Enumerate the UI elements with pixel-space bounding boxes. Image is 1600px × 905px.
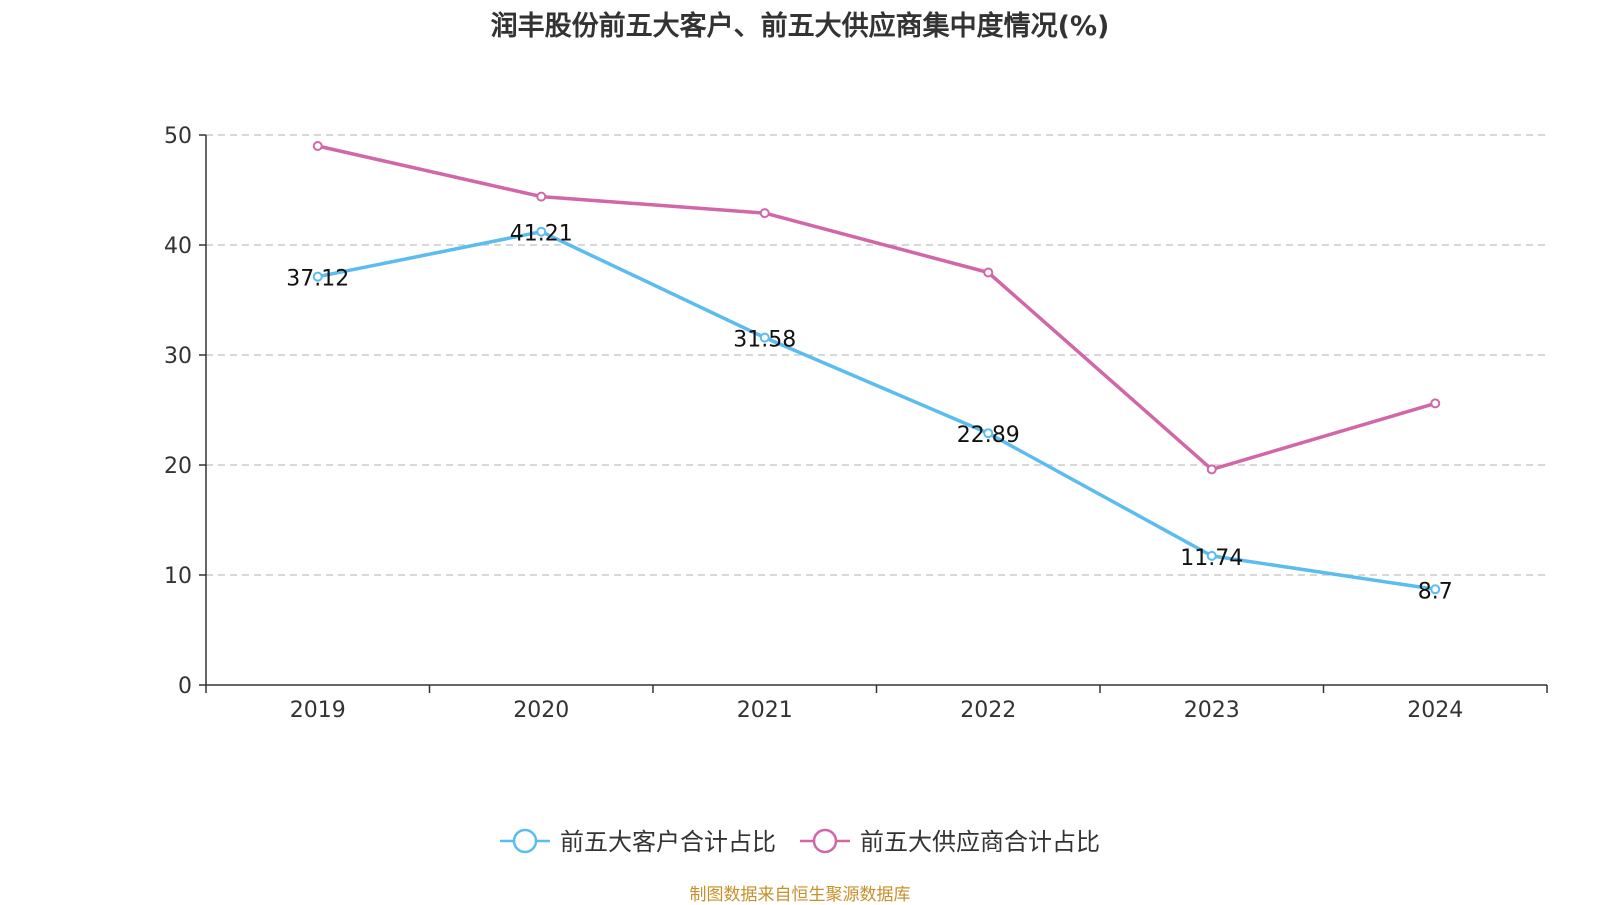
data-label: 8.7 [1418, 579, 1453, 604]
legend-item-1[interactable]: 前五大客户合计占比 [500, 828, 776, 856]
data-labels: 37.12 41.21 31.58 22.89 11.74 8.7 [286, 222, 1452, 605]
grid-lines [206, 134, 1547, 576]
series-line-1 [317, 229, 1436, 592]
data-label: 11.74 [1180, 546, 1243, 571]
legend-label: 前五大供应商合计占比 [860, 828, 1100, 856]
data-label: 22.89 [957, 423, 1020, 448]
data-point [312, 271, 323, 282]
series-line-2 [317, 144, 1436, 472]
y-tick-label: 10 [164, 564, 192, 589]
y-tick-label: 20 [164, 454, 192, 479]
source-note: 制图数据来自恒生聚源数据库 [689, 885, 911, 905]
y-tick-label: 40 [164, 234, 192, 259]
legend-label: 前五大客户合计占比 [560, 828, 776, 856]
x-tick-label: 2022 [960, 698, 1016, 723]
data-label: 31.58 [733, 328, 796, 353]
data-point [312, 141, 323, 151]
legend-item-2[interactable]: 前五大供应商合计占比 [800, 828, 1100, 856]
data-point [536, 226, 547, 237]
x-tick-label: 2019 [290, 698, 346, 723]
data-point [759, 208, 770, 219]
y-tick-label: 30 [164, 344, 192, 369]
legend-symbol-circle [812, 828, 838, 854]
data-point [1206, 550, 1217, 561]
data-point [983, 428, 994, 439]
data-point [759, 332, 770, 343]
x-tick-label: 2024 [1407, 698, 1463, 723]
y-tick-label: 0 [178, 674, 192, 699]
data-label: 37.12 [286, 267, 349, 292]
data-point [1430, 398, 1441, 409]
legend-symbol-circle [512, 828, 538, 854]
data-point [983, 267, 994, 278]
x-tick-label: 2020 [513, 698, 569, 723]
data-point [1206, 464, 1217, 475]
data-point [536, 191, 547, 202]
x-tick-label: 2021 [737, 698, 793, 723]
data-label: 41.21 [510, 222, 573, 247]
axes: 0 10 20 30 40 50 2019 2020 2021 2022 2023 2024 [164, 124, 1548, 723]
chart-title: 润丰股份前五大客户、前五大供应商集中度情况(%) [490, 11, 1110, 42]
x-tick-label: 2023 [1184, 698, 1240, 723]
y-tick-label: 50 [164, 124, 192, 149]
data-point [1430, 584, 1441, 595]
series-lines [312, 141, 1441, 595]
legend[interactable]: 前五大客户合计占比 前五大供应商合计占比 [500, 828, 1100, 856]
